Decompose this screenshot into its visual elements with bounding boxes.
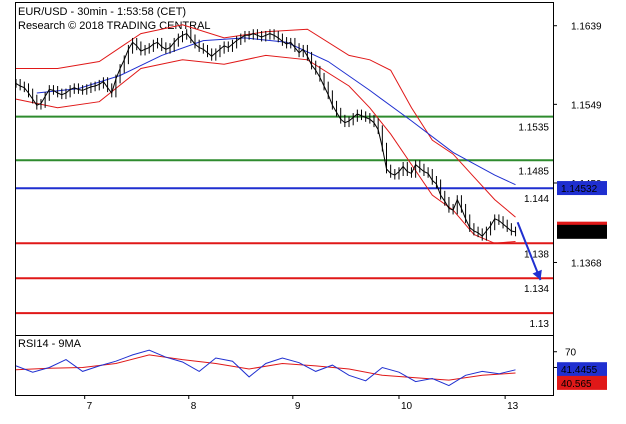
- projection-arrowhead: [532, 269, 542, 280]
- price-tag-2: [557, 224, 607, 239]
- rsi-series: [15, 349, 516, 387]
- rsi-tag-label-0: 41.4455: [561, 365, 598, 376]
- lower-band-line: [15, 54, 516, 244]
- rsi-tick-label-0: 70: [565, 348, 577, 359]
- price-series: [15, 29, 517, 241]
- level-label-4: 1.134: [524, 284, 549, 295]
- rsi-tag-1: [557, 375, 607, 390]
- level-label-1: 1.1485: [518, 166, 549, 177]
- main-plot-frame: [15, 2, 554, 336]
- x-tick-label-1: 8: [191, 401, 197, 412]
- price-line: [15, 32, 516, 238]
- level-label-3: 1.138: [524, 249, 549, 260]
- rsi-tag-label-1: 40.565: [561, 379, 592, 390]
- bollinger-bands: [15, 24, 516, 244]
- chart-title: EUR/USD - 30min - 1:53:58 (CET): [18, 6, 186, 18]
- x-axis: 7 8 9 10 13: [84, 395, 519, 412]
- level-label-0: 1.1535: [518, 123, 549, 134]
- y-tick-label-1: 1.1549: [571, 100, 602, 111]
- x-tick-label-3: 10: [401, 401, 413, 412]
- upper-band-line: [16, 24, 516, 218]
- rsi-tag-0: [557, 362, 607, 377]
- rsi-label: RSI14 - 9MA: [18, 338, 82, 350]
- rsi-ma-line: [15, 354, 516, 381]
- x-tick-label-2: 9: [295, 401, 301, 412]
- rsi-plot-frame: [15, 335, 554, 396]
- ma-line: [36, 37, 516, 186]
- y-tick-label-3: 1.1368: [571, 258, 602, 269]
- rsi-line: [15, 349, 516, 387]
- x-tick-label-4: 13: [507, 401, 519, 412]
- projection-line: [516, 221, 542, 281]
- price-tag-label-2: 1.14031: [561, 228, 598, 239]
- level-label-5: 1.13: [530, 319, 550, 330]
- level-label-2: 1.144: [524, 194, 549, 205]
- chart-copyright: Research © 2018 TRADING CENTRAL: [18, 20, 211, 32]
- levels-layer: 1.1535 1.1485 1.144 1.138 1.134 1.13: [16, 115, 553, 330]
- price-tag-0: [557, 181, 607, 196]
- y-tick-label-0: 1.1639: [571, 22, 602, 33]
- moving-average: [36, 37, 516, 186]
- projection-arrow: [516, 221, 542, 281]
- price-tag-label-0: 1.14532: [561, 184, 598, 195]
- x-tick-label-0: 7: [87, 401, 93, 412]
